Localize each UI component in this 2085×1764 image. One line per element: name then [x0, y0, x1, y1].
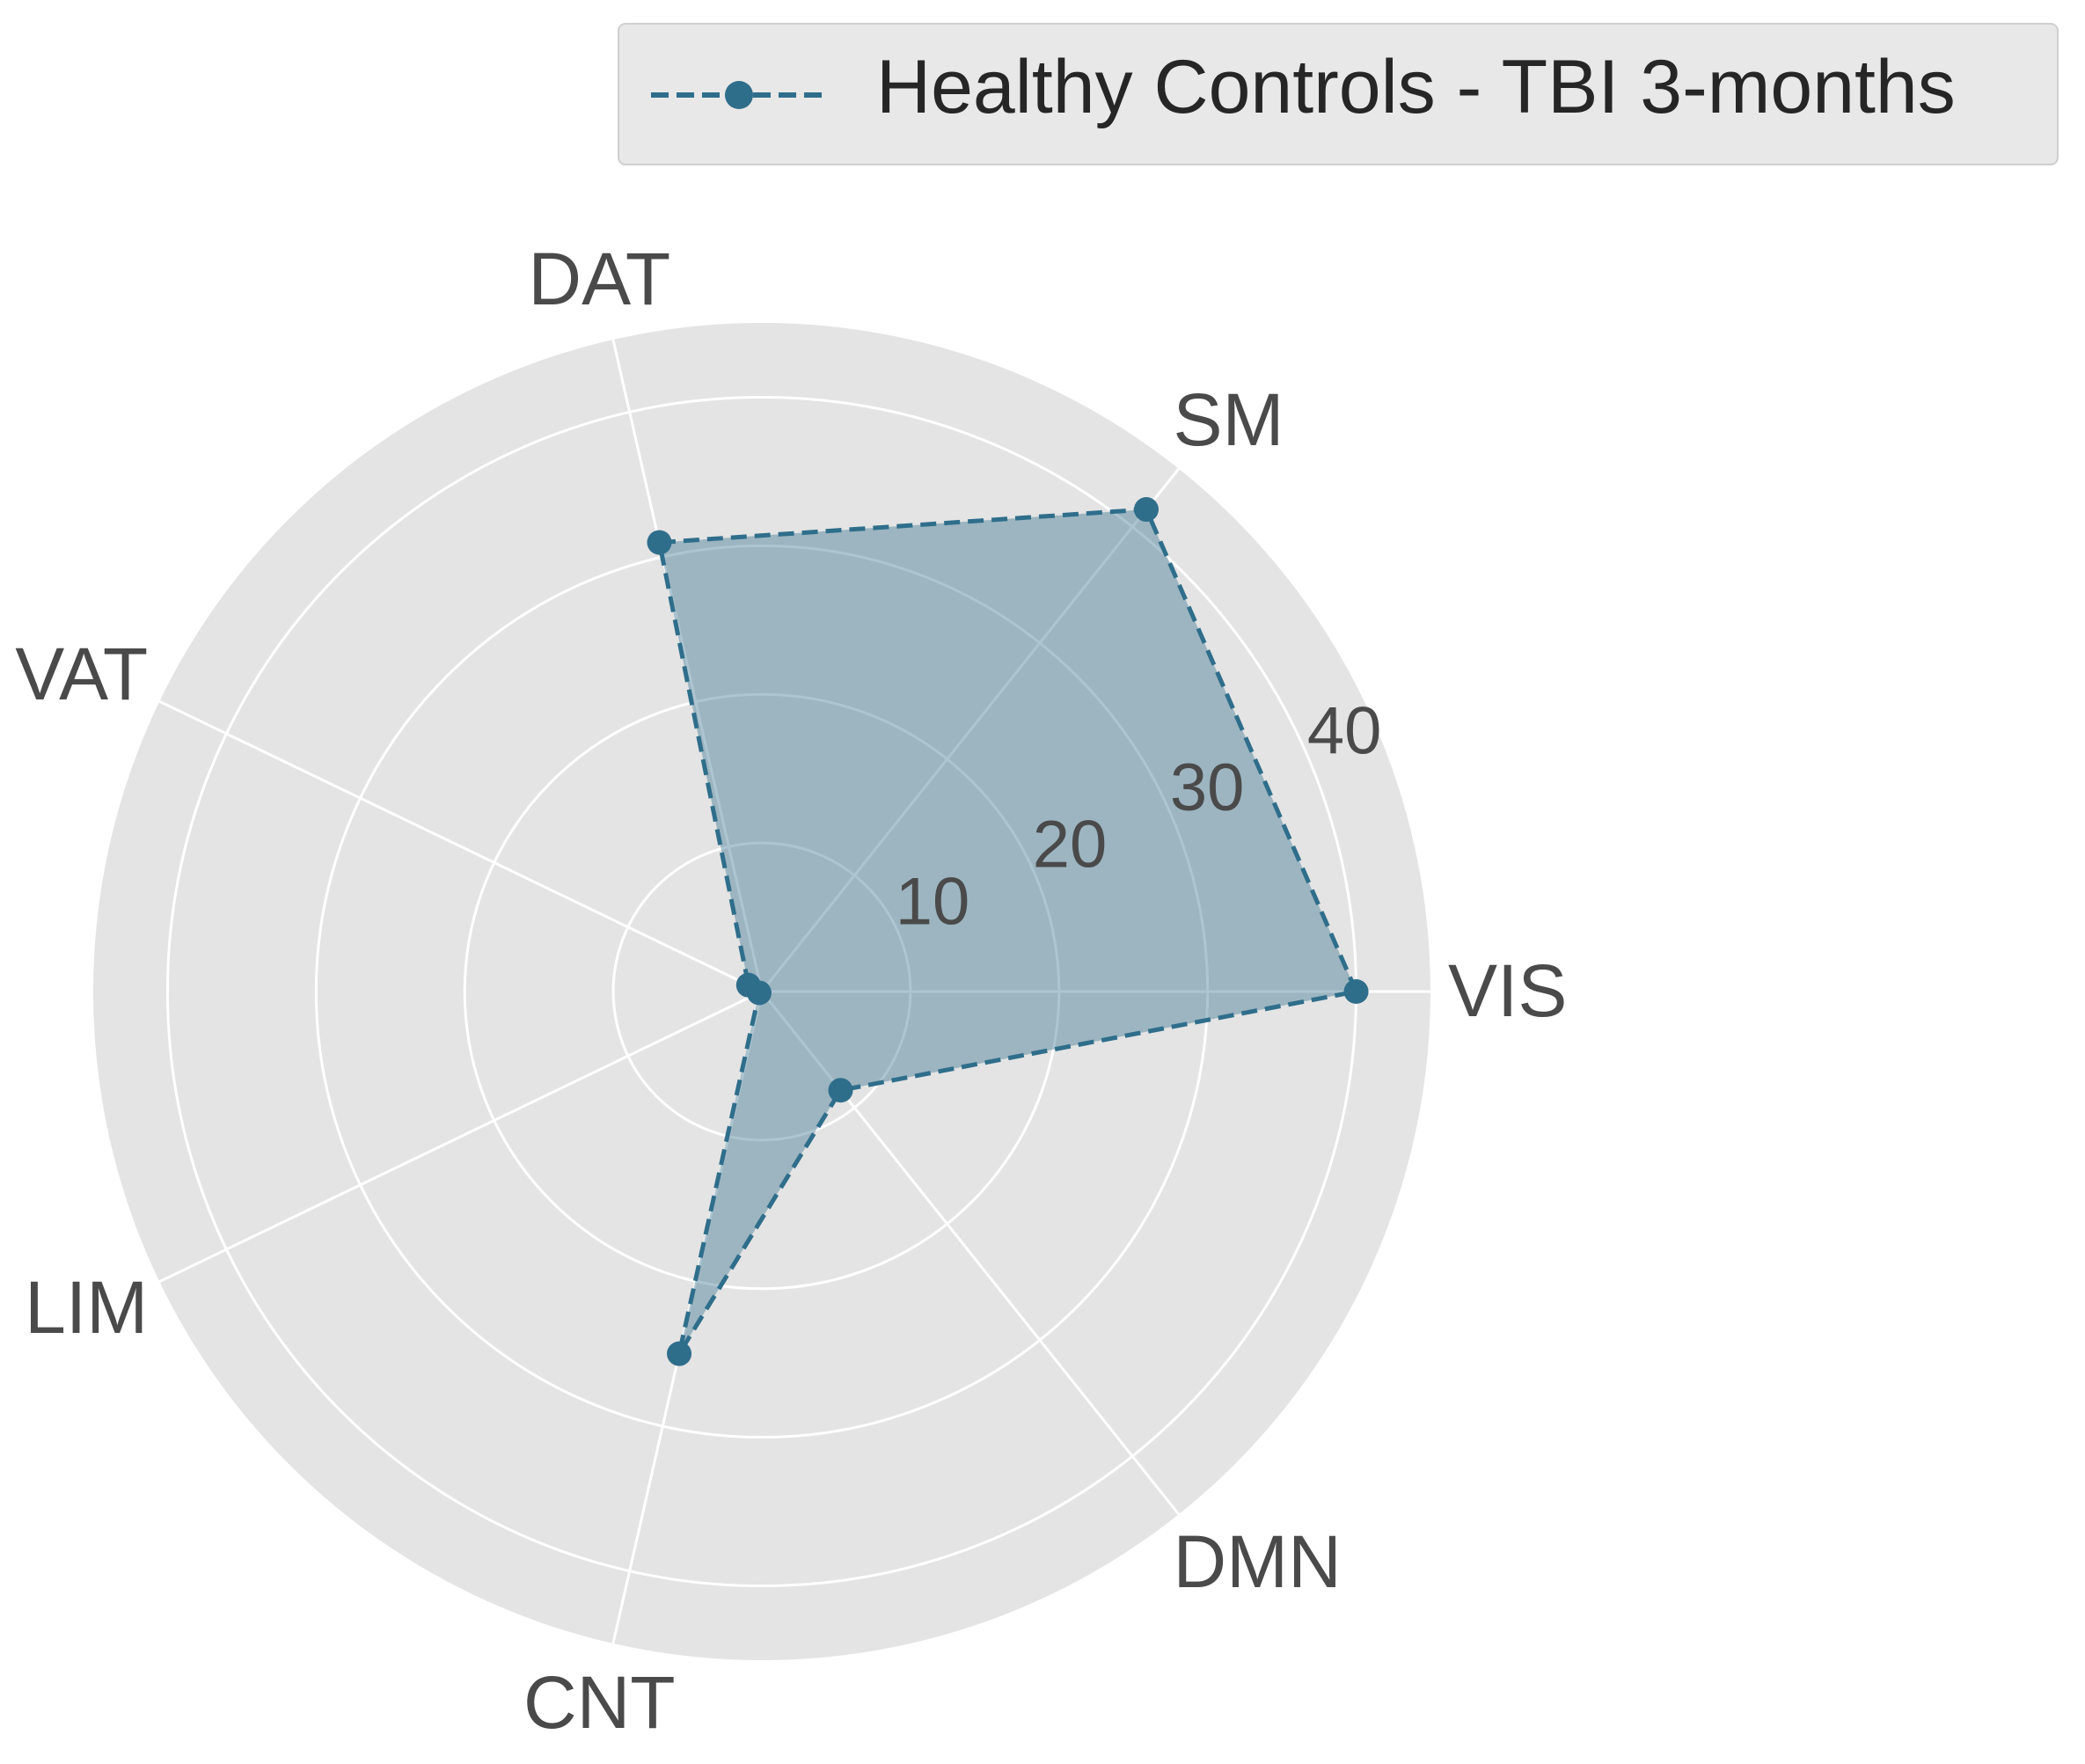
category-label: VIS — [1448, 949, 1567, 1032]
data-point — [828, 1078, 853, 1103]
spoke-line — [158, 699, 763, 993]
series-area — [659, 509, 1357, 1354]
spoke-line — [760, 467, 1181, 992]
radial-tick-label: 40 — [1307, 693, 1382, 768]
data-point — [647, 530, 672, 555]
legend-label: Healthy Controls - TBI 3-months — [876, 45, 1956, 129]
spoke-line — [158, 990, 763, 1284]
legend: Healthy Controls - TBI 3-months — [618, 23, 2059, 165]
radial-tick-labels: 10 20 30 40 — [896, 693, 1382, 939]
data-point — [1133, 497, 1159, 523]
category-label: VAT — [15, 633, 148, 715]
radial-tick-label: 20 — [1033, 808, 1108, 882]
spoke-line — [611, 339, 764, 992]
series-layer — [647, 497, 1369, 1366]
legend-marker-icon — [651, 81, 827, 109]
category-label: SM — [1173, 378, 1284, 461]
data-point — [667, 1341, 692, 1366]
category-labels: VIS SM DAT VAT LIM CNT DMN — [15, 238, 1567, 1744]
spoke-line — [760, 991, 1181, 1516]
radial-tick-label: 30 — [1170, 750, 1245, 825]
category-label: DAT — [528, 238, 670, 320]
radial-tick-label: 10 — [896, 864, 970, 939]
series-line — [657, 507, 1359, 1357]
category-label: CNT — [523, 1661, 676, 1744]
category-label: DMN — [1173, 1520, 1341, 1603]
category-label: LIM — [25, 1266, 148, 1349]
data-point — [746, 980, 772, 1006]
data-point — [1343, 979, 1369, 1004]
